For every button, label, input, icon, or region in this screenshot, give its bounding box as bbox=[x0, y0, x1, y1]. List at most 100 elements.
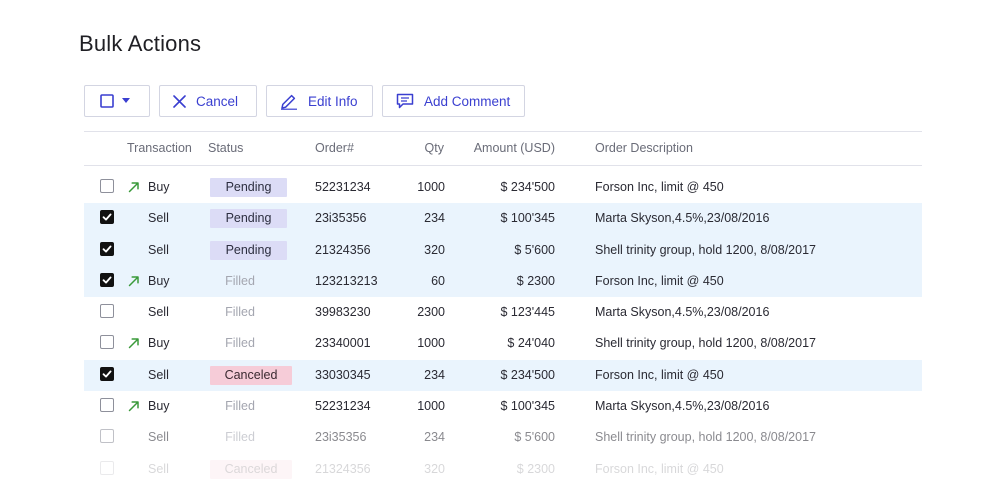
quantity: 1000 bbox=[417, 399, 445, 414]
table-row[interactable]: Sell Pending 21324356 320 $ 5'600 Shell trini… bbox=[84, 234, 922, 266]
table-row[interactable]: Buy Filled 23340001 1000 $ 24'040 Shell trini… bbox=[84, 328, 922, 359]
checkbox-icon[interactable] bbox=[100, 335, 114, 350]
pencil-icon bbox=[280, 93, 298, 110]
row-checkbox[interactable] bbox=[100, 398, 114, 413]
row-checkbox[interactable] bbox=[100, 429, 114, 444]
cancel-button[interactable]: Cancel bbox=[159, 85, 257, 117]
table-row[interactable]: Buy Filled 52231234 1000 $ 100'345 Marta Skys… bbox=[84, 391, 922, 422]
row-checkbox[interactable] bbox=[100, 304, 114, 319]
checkbox-icon[interactable] bbox=[100, 179, 114, 193]
row-checkbox[interactable] bbox=[100, 272, 114, 287]
order-description: Forson Inc, limit @ 450 bbox=[595, 273, 724, 288]
status-badge: Canceled bbox=[210, 459, 292, 479]
order-description: Forson Inc, limit @ 450 bbox=[595, 180, 724, 194]
transaction-type: Sell bbox=[148, 430, 169, 445]
row-checkbox[interactable] bbox=[100, 210, 114, 225]
checkbox-icon[interactable] bbox=[100, 398, 114, 413]
checked-checkbox-icon[interactable] bbox=[100, 210, 114, 225]
order-number: 123213213 bbox=[315, 273, 378, 288]
buy-arrow-icon bbox=[128, 266, 140, 299]
table-row[interactable]: Sell Filled 23i35356 234 $ 5'600 Shell trinit… bbox=[84, 422, 922, 453]
quantity: 234 bbox=[424, 211, 445, 226]
quantity: 1000 bbox=[417, 180, 445, 194]
checked-checkbox-icon[interactable] bbox=[100, 272, 114, 287]
add-comment-button[interactable]: Add Comment bbox=[382, 85, 525, 117]
quantity: 60 bbox=[431, 273, 445, 288]
status-badge-cell: Filled bbox=[210, 297, 270, 328]
table-row[interactable]: Sell Canceled 33030345 234 $ 234'500 Forson I… bbox=[84, 359, 922, 392]
transaction-type: Sell bbox=[148, 242, 169, 257]
status-badge: Filled bbox=[225, 399, 255, 414]
column-header-qty[interactable]: Qty bbox=[424, 141, 444, 155]
status-badge-cell: Filled bbox=[210, 266, 270, 297]
caret-down-icon bbox=[122, 98, 130, 104]
amount: $ 100'345 bbox=[500, 211, 555, 226]
status-badge: Filled bbox=[225, 336, 255, 351]
column-header-order[interactable]: Order# bbox=[315, 141, 354, 155]
amount: $ 234'500 bbox=[500, 367, 555, 382]
edit-info-button[interactable]: Edit Info bbox=[266, 85, 373, 117]
order-number: 21324356 bbox=[315, 242, 371, 257]
order-description: Marta Skyson,4.5%,23/08/2016 bbox=[595, 305, 770, 320]
add-comment-label: Add Comment bbox=[424, 93, 511, 109]
order-number: 33030345 bbox=[315, 367, 371, 382]
buy-arrow-icon bbox=[128, 172, 140, 205]
table-row[interactable]: Buy Filled 123213213 60 $ 2300 Forson Inc, li… bbox=[84, 265, 922, 299]
table-header: Transaction Status Order# Qty Amount (US… bbox=[84, 131, 922, 166]
column-header-status[interactable]: Status bbox=[208, 141, 244, 155]
status-badge-cell: Filled bbox=[210, 422, 270, 453]
comment-icon bbox=[396, 93, 414, 109]
order-number: 39983230 bbox=[315, 305, 371, 320]
column-header-amount[interactable]: Amount (USD) bbox=[473, 141, 555, 155]
amount: $ 2300 bbox=[516, 461, 555, 476]
column-header-transaction[interactable]: Transaction bbox=[127, 141, 192, 155]
bulk-toolbar: Cancel Edit Info Add Comment bbox=[84, 85, 525, 117]
order-number: 52231234 bbox=[315, 399, 371, 414]
amount: $ 2300 bbox=[516, 273, 555, 288]
select-all-dropdown[interactable] bbox=[84, 85, 150, 117]
checkbox-icon[interactable] bbox=[100, 460, 114, 475]
buy-arrow-icon bbox=[128, 328, 140, 361]
cancel-label: Cancel bbox=[196, 93, 239, 109]
column-header-description[interactable]: Order Description bbox=[595, 141, 693, 155]
transaction-type: Sell bbox=[148, 367, 169, 382]
checkbox-icon[interactable] bbox=[100, 304, 114, 319]
row-checkbox[interactable] bbox=[100, 460, 114, 475]
row-checkbox[interactable] bbox=[100, 179, 114, 193]
status-badge-cell: Pending bbox=[210, 203, 287, 234]
transaction-type: Buy bbox=[148, 399, 170, 414]
order-description: Shell trinity group, hold 1200, 8/08/201… bbox=[595, 336, 816, 351]
checkbox-icon bbox=[100, 94, 114, 108]
table-row[interactable]: Buy Pending 52231234 1000 $ 234'500 Forson In… bbox=[84, 172, 922, 203]
quantity: 320 bbox=[424, 242, 445, 257]
quantity: 234 bbox=[424, 367, 445, 382]
checkbox-icon[interactable] bbox=[100, 429, 114, 444]
row-checkbox[interactable] bbox=[100, 241, 114, 256]
table-row[interactable]: Sell Canceled 21324356 320 $ 2300 Forson Inc,… bbox=[84, 454, 922, 485]
order-number: 23340001 bbox=[315, 336, 371, 351]
status-badge-cell: Canceled bbox=[210, 454, 292, 485]
quantity: 234 bbox=[424, 430, 445, 445]
checked-checkbox-icon[interactable] bbox=[100, 366, 114, 381]
buy-arrow-icon bbox=[128, 391, 140, 424]
checked-checkbox-icon[interactable] bbox=[100, 241, 114, 256]
status-badge: Pending bbox=[210, 178, 287, 197]
transaction-type: Sell bbox=[148, 211, 169, 226]
row-checkbox[interactable] bbox=[100, 335, 114, 350]
amount: $ 123'445 bbox=[500, 305, 555, 320]
quantity: 2300 bbox=[417, 305, 445, 320]
transaction-type: Buy bbox=[148, 273, 170, 288]
orders-table: Transaction Status Order# Qty Amount (US… bbox=[84, 131, 922, 485]
order-description: Forson Inc, limit @ 450 bbox=[595, 367, 724, 382]
order-number: 23i35356 bbox=[315, 430, 367, 445]
table-row[interactable]: Sell Filled 39983230 2300 $ 123'445 Marta Sky… bbox=[84, 297, 922, 328]
table-row[interactable]: Sell Pending 23i35356 234 $ 100'345 Marta Sky… bbox=[84, 203, 922, 235]
order-description: Shell trinity group, hold 1200, 8/08/201… bbox=[595, 430, 816, 445]
order-description: Forson Inc, limit @ 450 bbox=[595, 461, 724, 476]
page-title: Bulk Actions bbox=[79, 31, 202, 56]
status-badge-cell: Canceled bbox=[210, 360, 292, 391]
status-badge: Pending bbox=[210, 209, 287, 229]
transaction-type: Buy bbox=[148, 336, 170, 351]
row-checkbox[interactable] bbox=[100, 366, 114, 381]
